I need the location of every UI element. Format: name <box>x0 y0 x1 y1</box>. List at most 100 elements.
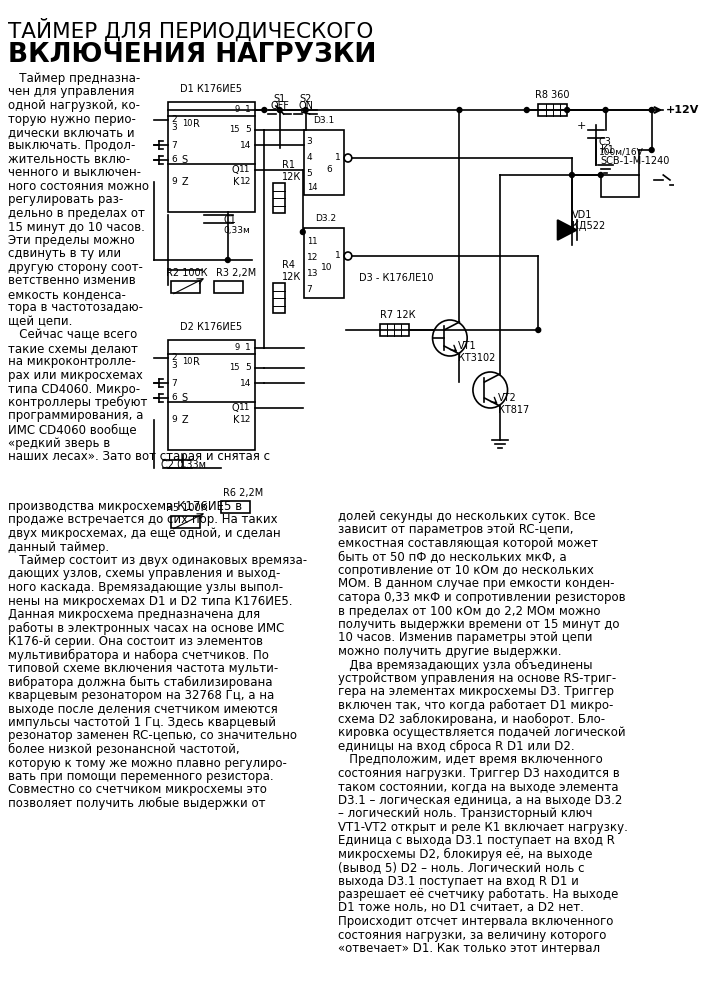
Text: 12К: 12К <box>282 172 301 182</box>
Text: производства микросхема К176ИЕ5 в: производства микросхема К176ИЕ5 в <box>8 500 242 513</box>
Text: Q: Q <box>232 165 239 175</box>
Text: – логический ноль. Транзисторный ключ: – логический ноль. Транзисторный ключ <box>339 807 593 820</box>
Text: К1: К1 <box>601 145 614 155</box>
Text: получить выдержки времени от 15 минут до: получить выдержки времени от 15 минут до <box>339 618 620 631</box>
Text: позволяет получить любые выдержки от: позволяет получить любые выдержки от <box>8 797 265 810</box>
Text: 3: 3 <box>171 360 177 369</box>
Text: единицы на вход сброса R D1 или D2.: единицы на вход сброса R D1 или D2. <box>339 740 575 753</box>
Text: резонатор заменен RC-цепью, со значительно: резонатор заменен RC-цепью, со значитель… <box>8 730 297 742</box>
Text: устройством управления на основе RS-триг-: устройством управления на основе RS-триг… <box>339 672 617 685</box>
Text: контроллеры требуют: контроллеры требуют <box>8 396 147 409</box>
Text: 9: 9 <box>234 344 239 353</box>
Text: Данная микросхема предназначена для: Данная микросхема предназначена для <box>8 608 260 621</box>
Text: 7: 7 <box>306 286 313 294</box>
Text: на микроконтролле-: на микроконтролле- <box>8 356 135 368</box>
Text: D3.2: D3.2 <box>315 214 336 223</box>
Text: кировка осуществляется подачей логической: кировка осуществляется подачей логическо… <box>339 726 626 739</box>
Text: 6: 6 <box>327 165 332 174</box>
Text: C2 0,33м: C2 0,33м <box>161 460 205 470</box>
Bar <box>221 501 250 513</box>
Text: сдвинуть в ту или: сдвинуть в ту или <box>8 247 121 260</box>
Text: КД522: КД522 <box>572 221 605 231</box>
Text: D1 К176ИЕ5: D1 К176ИЕ5 <box>180 84 243 94</box>
Text: МОм. В данном случае при емкости конден-: МОм. В данном случае при емкости конден- <box>339 578 615 590</box>
Text: 4: 4 <box>306 153 312 162</box>
Text: VT1-VT2 открыт и реле К1 включает нагрузку.: VT1-VT2 открыт и реле К1 включает нагруз… <box>339 820 628 834</box>
Text: регулировать раз-: регулировать раз- <box>8 194 123 207</box>
Text: 12: 12 <box>240 178 251 186</box>
Circle shape <box>304 107 308 112</box>
Text: зависит от параметров этой RC-цепи,: зависит от параметров этой RC-цепи, <box>339 524 574 536</box>
Text: емкостная составляющая которой может: емкостная составляющая которой может <box>339 537 599 550</box>
Text: S1: S1 <box>273 94 286 104</box>
Text: более низкой резонансной частотой,: более низкой резонансной частотой, <box>8 743 239 756</box>
Text: R: R <box>193 119 200 129</box>
Text: состояния нагрузки. Триггер D3 находится в: состояния нагрузки. Триггер D3 находится… <box>339 766 620 780</box>
Text: наших лесах». Зато вот старая и снятая с: наших лесах». Зато вот старая и снятая с <box>8 450 270 463</box>
Text: ТАЙМЕР ДЛЯ ПЕРИОДИЧЕСКОГО: ТАЙМЕР ДЛЯ ПЕРИОДИЧЕСКОГО <box>8 18 373 41</box>
Bar <box>171 516 200 528</box>
Text: сатора 0,33 мкФ и сопротивлении резисторов: сатора 0,33 мкФ и сопротивлении резистор… <box>339 591 626 604</box>
Text: D3.1 – логическая единица, а на выходе D3.2: D3.1 – логическая единица, а на выходе D… <box>339 794 622 806</box>
Text: 2: 2 <box>171 354 177 362</box>
Text: R2 100К: R2 100К <box>166 268 207 278</box>
Text: Единица с выхода D3.1 поступает на вход R: Единица с выхода D3.1 поступает на вход … <box>339 834 615 847</box>
Text: долей секунды до нескольких суток. Все: долей секунды до нескольких суток. Все <box>339 510 596 523</box>
Text: (вывод 5) D2 – ноль. Логический ноль с: (вывод 5) D2 – ноль. Логический ноль с <box>339 861 585 874</box>
Circle shape <box>524 107 529 112</box>
Text: 10 часов. Изменив параметры этой цепи: 10 часов. Изменив параметры этой цепи <box>339 632 593 645</box>
Text: состояния нагрузки, за величину которого: состояния нагрузки, за величину которого <box>339 928 607 942</box>
Text: таком состоянии, когда на выходе элемента: таком состоянии, когда на выходе элемент… <box>339 780 619 793</box>
Text: Таймер предназна-: Таймер предназна- <box>8 72 140 85</box>
Text: 6: 6 <box>171 393 177 402</box>
Text: вать при помощи переменного резистора.: вать при помощи переменного резистора. <box>8 770 273 783</box>
Text: жительность вклю-: жительность вклю- <box>8 153 130 166</box>
Text: другую сторону соот-: другую сторону соот- <box>8 261 142 274</box>
Text: 100м/16V: 100м/16V <box>599 147 644 156</box>
Text: можно получить другие выдержки.: можно получить другие выдержки. <box>339 645 562 658</box>
Circle shape <box>603 107 608 112</box>
Text: ON: ON <box>298 101 313 111</box>
Text: S2: S2 <box>299 94 312 104</box>
Text: которую к тому же можно плавно регулиро-: которую к тому же можно плавно регулиро- <box>8 756 287 770</box>
Text: данный таймер.: данный таймер. <box>8 540 109 554</box>
Text: SCB-1-М-1240: SCB-1-М-1240 <box>601 156 670 166</box>
Text: торую нужно перио-: торую нужно перио- <box>8 112 135 125</box>
Bar <box>273 183 285 213</box>
Circle shape <box>536 328 540 332</box>
Text: K: K <box>233 415 239 425</box>
Text: 0,33м: 0,33м <box>223 227 250 235</box>
Text: Z: Z <box>182 415 189 425</box>
Text: 1: 1 <box>334 251 340 260</box>
Text: сопротивление от 10 кОм до нескольких: сопротивление от 10 кОм до нескольких <box>339 564 594 577</box>
Text: «редкий зверь в: «редкий зверь в <box>8 436 110 450</box>
Text: включен так, что когда работает D1 микро-: включен так, что когда работает D1 микро… <box>339 699 614 712</box>
Text: D3 - К176ЛЕ10: D3 - К176ЛЕ10 <box>358 273 433 283</box>
Text: Q: Q <box>232 403 239 413</box>
Text: программирования, а: программирования, а <box>8 410 143 422</box>
Text: микросхемы D2, блокируя её, на выходе: микросхемы D2, блокируя её, на выходе <box>339 848 593 861</box>
Text: 10: 10 <box>182 119 192 128</box>
Circle shape <box>599 172 603 178</box>
Text: C1: C1 <box>223 215 236 225</box>
Text: 15: 15 <box>229 363 239 372</box>
Text: 1: 1 <box>245 344 251 353</box>
Text: К176-й серии. Она состоит из элементов: К176-й серии. Она состоит из элементов <box>8 635 263 648</box>
Text: типа CD4060. Микро-: типа CD4060. Микро- <box>8 382 139 395</box>
Bar <box>171 281 200 293</box>
Text: D3.1: D3.1 <box>313 116 334 125</box>
Text: 10: 10 <box>182 358 192 366</box>
Text: разрешает её счетчику работать. На выходе: разрешает её счетчику работать. На выход… <box>339 888 619 901</box>
Text: 9: 9 <box>171 178 177 186</box>
Text: гера на элементах микросхемы D3. Триггер: гера на элементах микросхемы D3. Триггер <box>339 686 614 698</box>
Text: емкость конденса-: емкость конденса- <box>8 288 125 301</box>
Text: VD1: VD1 <box>572 210 592 220</box>
Text: ИМС CD4060 вообще: ИМС CD4060 вообще <box>8 423 136 436</box>
Text: 5: 5 <box>306 169 313 178</box>
Text: 1: 1 <box>334 153 340 162</box>
Text: R: R <box>193 357 200 367</box>
Circle shape <box>457 107 462 112</box>
Text: K: K <box>233 177 239 187</box>
Text: 12: 12 <box>240 416 251 424</box>
Text: 9: 9 <box>234 105 239 114</box>
